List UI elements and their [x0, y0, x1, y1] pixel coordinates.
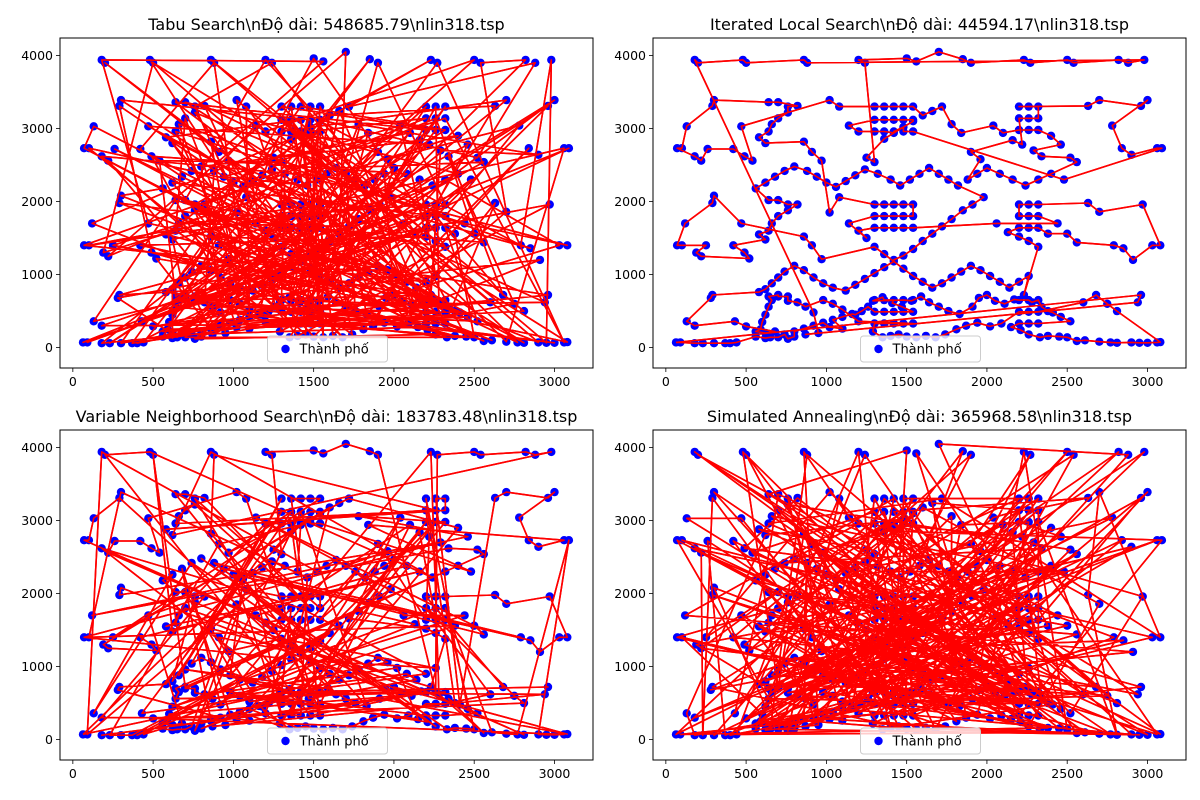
legend-marker	[874, 736, 883, 746]
x-tick-label: 0	[69, 374, 77, 389]
x-tick-label: 0	[69, 766, 77, 781]
x-tick-label: 2000	[971, 374, 1003, 389]
legend-frame	[267, 335, 388, 363]
x-tick-label: 3000	[1132, 374, 1164, 389]
legend-frame	[267, 727, 388, 755]
legend-marker	[281, 344, 290, 354]
x-tick-label: 1000	[810, 374, 842, 389]
subplot-tabu-search: 0 500 1000 1500 2000 2500 3000 0 1000 2000 3000 400…	[21, 15, 594, 389]
y-tick-label: 3000	[614, 513, 646, 528]
y-tick-label: 2000	[614, 194, 646, 209]
x-tick-label: 1500	[891, 374, 923, 389]
x-tick-label: 500	[141, 374, 165, 389]
legend-label: Thành phố	[892, 343, 962, 358]
legend: Thành phố	[267, 335, 388, 363]
legend-label: Thành phố	[299, 735, 369, 750]
legend-label: Thành phố	[892, 735, 962, 750]
x-tick-label: 1500	[298, 374, 330, 389]
x-tick-label: 2500	[458, 374, 490, 389]
x-tick-label: 2500	[1051, 766, 1083, 781]
y-tick-label: 0	[638, 732, 646, 747]
x-tick-label: 1000	[217, 374, 249, 389]
legend: Thành phố	[860, 727, 981, 755]
legend-marker	[874, 344, 883, 354]
route-line-overlay	[82, 51, 570, 345]
y-tick-label: 0	[45, 340, 53, 355]
axes-frame	[652, 429, 1187, 761]
y-tick-label: 4000	[21, 440, 53, 455]
y-tick-label: 0	[638, 340, 646, 355]
legend-frame	[860, 727, 981, 755]
y-tick-label: 1000	[21, 267, 53, 282]
x-tick-label: 1500	[891, 766, 923, 781]
y-tick-label: 4000	[614, 440, 646, 455]
legend-frame	[860, 335, 981, 363]
x-tick-label: 3000	[539, 374, 571, 389]
subplot-simulated-annealing: 0 500 1000 1500 2000 2500 3000 0 1000 2000 3000 400…	[614, 407, 1187, 781]
route-line-overlay	[675, 51, 1163, 345]
y-tick-label: 2000	[614, 586, 646, 601]
x-tick-label: 500	[141, 766, 165, 781]
axes-frame	[59, 429, 594, 761]
legend-marker	[281, 736, 290, 746]
x-tick-label: 2000	[378, 374, 410, 389]
y-tick-label: 1000	[21, 659, 53, 674]
x-tick-label: 1500	[298, 766, 330, 781]
x-tick-label: 2000	[378, 766, 410, 781]
y-tick-label: 2000	[21, 586, 53, 601]
x-tick-label: 500	[734, 374, 758, 389]
x-tick-label: 0	[662, 766, 670, 781]
y-tick-label: 2000	[21, 194, 53, 209]
x-tick-label: 1000	[810, 766, 842, 781]
x-tick-label: 3000	[1132, 766, 1164, 781]
subplot-title: Variable Neighborhood Search\nĐộ dài: 18…	[76, 407, 578, 426]
y-tick-label: 4000	[614, 48, 646, 63]
y-tick-label: 3000	[21, 513, 53, 528]
x-tick-label: 2500	[1051, 374, 1083, 389]
legend: Thành phố	[267, 727, 388, 755]
subplot-title: Simulated Annealing\nĐộ dài: 365968.58\n…	[707, 407, 1132, 426]
x-tick-label: 2000	[971, 766, 1003, 781]
y-tick-label: 3000	[614, 121, 646, 136]
route-line-overlay	[82, 443, 570, 737]
x-tick-label: 3000	[539, 766, 571, 781]
y-tick-label: 1000	[614, 659, 646, 674]
subplot-title: Tabu Search\nĐộ dài: 548685.79\nlin318.t…	[147, 15, 504, 34]
axes-frame	[652, 37, 1187, 369]
x-tick-label: 500	[734, 766, 758, 781]
route-line-overlay	[675, 443, 1163, 737]
subplot-title: Iterated Local Search\nĐộ dài: 44594.17\…	[710, 15, 1129, 34]
x-tick-label: 0	[662, 374, 670, 389]
legend: Thành phố	[860, 335, 981, 363]
y-tick-label: 3000	[21, 121, 53, 136]
subplot-iterated-local-search: 0 500 1000 1500 2000 2500 3000 0 1000 2000 3000 400…	[614, 15, 1187, 389]
axes-frame	[59, 37, 594, 369]
y-tick-label: 0	[45, 732, 53, 747]
y-tick-label: 1000	[614, 267, 646, 282]
subplot-variable-neighborhood-search: 0 500 1000 1500 2000 2500 3000 0 1000 2000 3000 400…	[21, 407, 594, 781]
x-tick-label: 2500	[458, 766, 490, 781]
y-tick-label: 4000	[21, 48, 53, 63]
legend-label: Thành phố	[299, 343, 369, 358]
x-tick-label: 1000	[217, 766, 249, 781]
